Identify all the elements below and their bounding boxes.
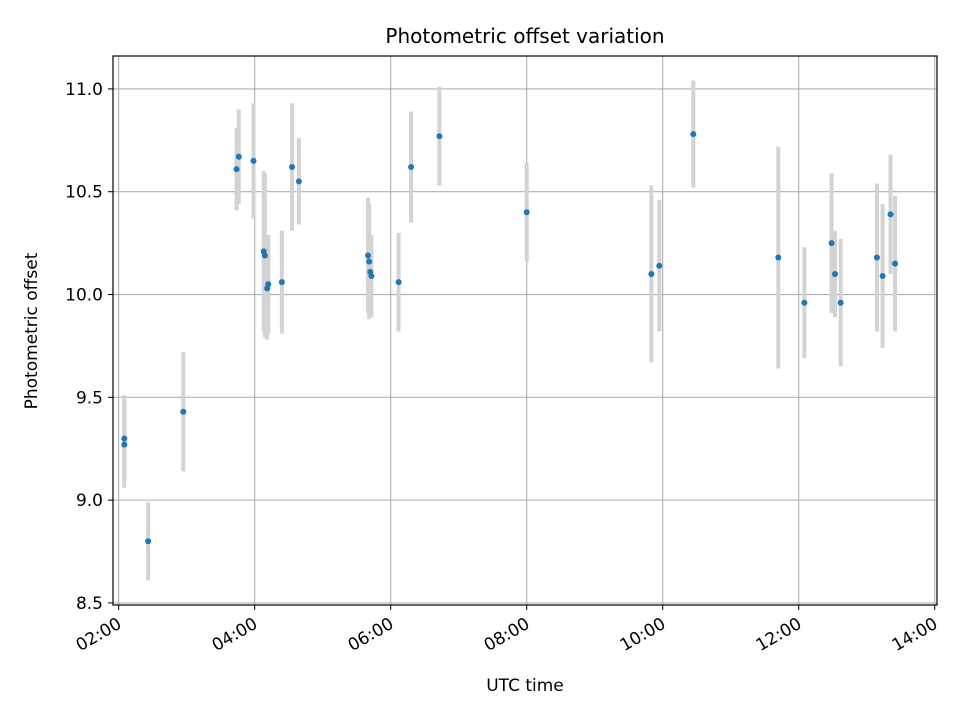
data-point bbox=[436, 133, 443, 140]
y-tick-label: 11.0 bbox=[65, 80, 103, 100]
data-point bbox=[278, 279, 285, 286]
data-point bbox=[180, 408, 187, 415]
data-point bbox=[366, 258, 373, 265]
data-point bbox=[690, 131, 697, 138]
data-point bbox=[295, 178, 302, 185]
data-point bbox=[395, 279, 402, 286]
data-point bbox=[656, 262, 663, 269]
data-point bbox=[879, 273, 886, 280]
data-point bbox=[775, 254, 782, 261]
data-point bbox=[837, 299, 844, 306]
x-axis-label: UTC time bbox=[486, 676, 564, 696]
y-tick-label: 10.0 bbox=[65, 286, 103, 306]
data-point bbox=[831, 270, 838, 277]
data-point bbox=[648, 270, 655, 277]
data-point bbox=[828, 240, 835, 247]
data-point bbox=[265, 281, 272, 288]
data-point bbox=[261, 252, 268, 259]
data-point bbox=[121, 435, 128, 442]
data-point bbox=[892, 260, 899, 267]
y-axis-ticks: 8.5 9.0 9.5 10.0 10.5 11.0 bbox=[65, 80, 113, 614]
data-point bbox=[145, 538, 152, 545]
data-point bbox=[121, 441, 128, 448]
data-point bbox=[233, 166, 240, 173]
data-point bbox=[801, 299, 808, 306]
data-point bbox=[289, 164, 296, 171]
grid bbox=[113, 56, 937, 605]
y-axis-label: Photometric offset bbox=[22, 252, 42, 409]
y-tick-label: 10.5 bbox=[65, 183, 103, 203]
data-point bbox=[250, 157, 257, 164]
data-point bbox=[523, 209, 530, 216]
data-point bbox=[235, 153, 242, 160]
y-tick-label: 9.5 bbox=[76, 388, 103, 408]
chart-title: Photometric offset variation bbox=[385, 24, 664, 48]
data-point bbox=[873, 254, 880, 261]
data-point bbox=[887, 211, 894, 218]
y-tick-label: 9.0 bbox=[76, 491, 103, 511]
data-point bbox=[368, 273, 375, 280]
y-tick-label: 8.5 bbox=[76, 594, 103, 614]
data-point bbox=[408, 164, 415, 171]
data-point bbox=[365, 252, 372, 259]
plot-frame bbox=[112, 55, 938, 606]
data-points bbox=[121, 131, 899, 545]
